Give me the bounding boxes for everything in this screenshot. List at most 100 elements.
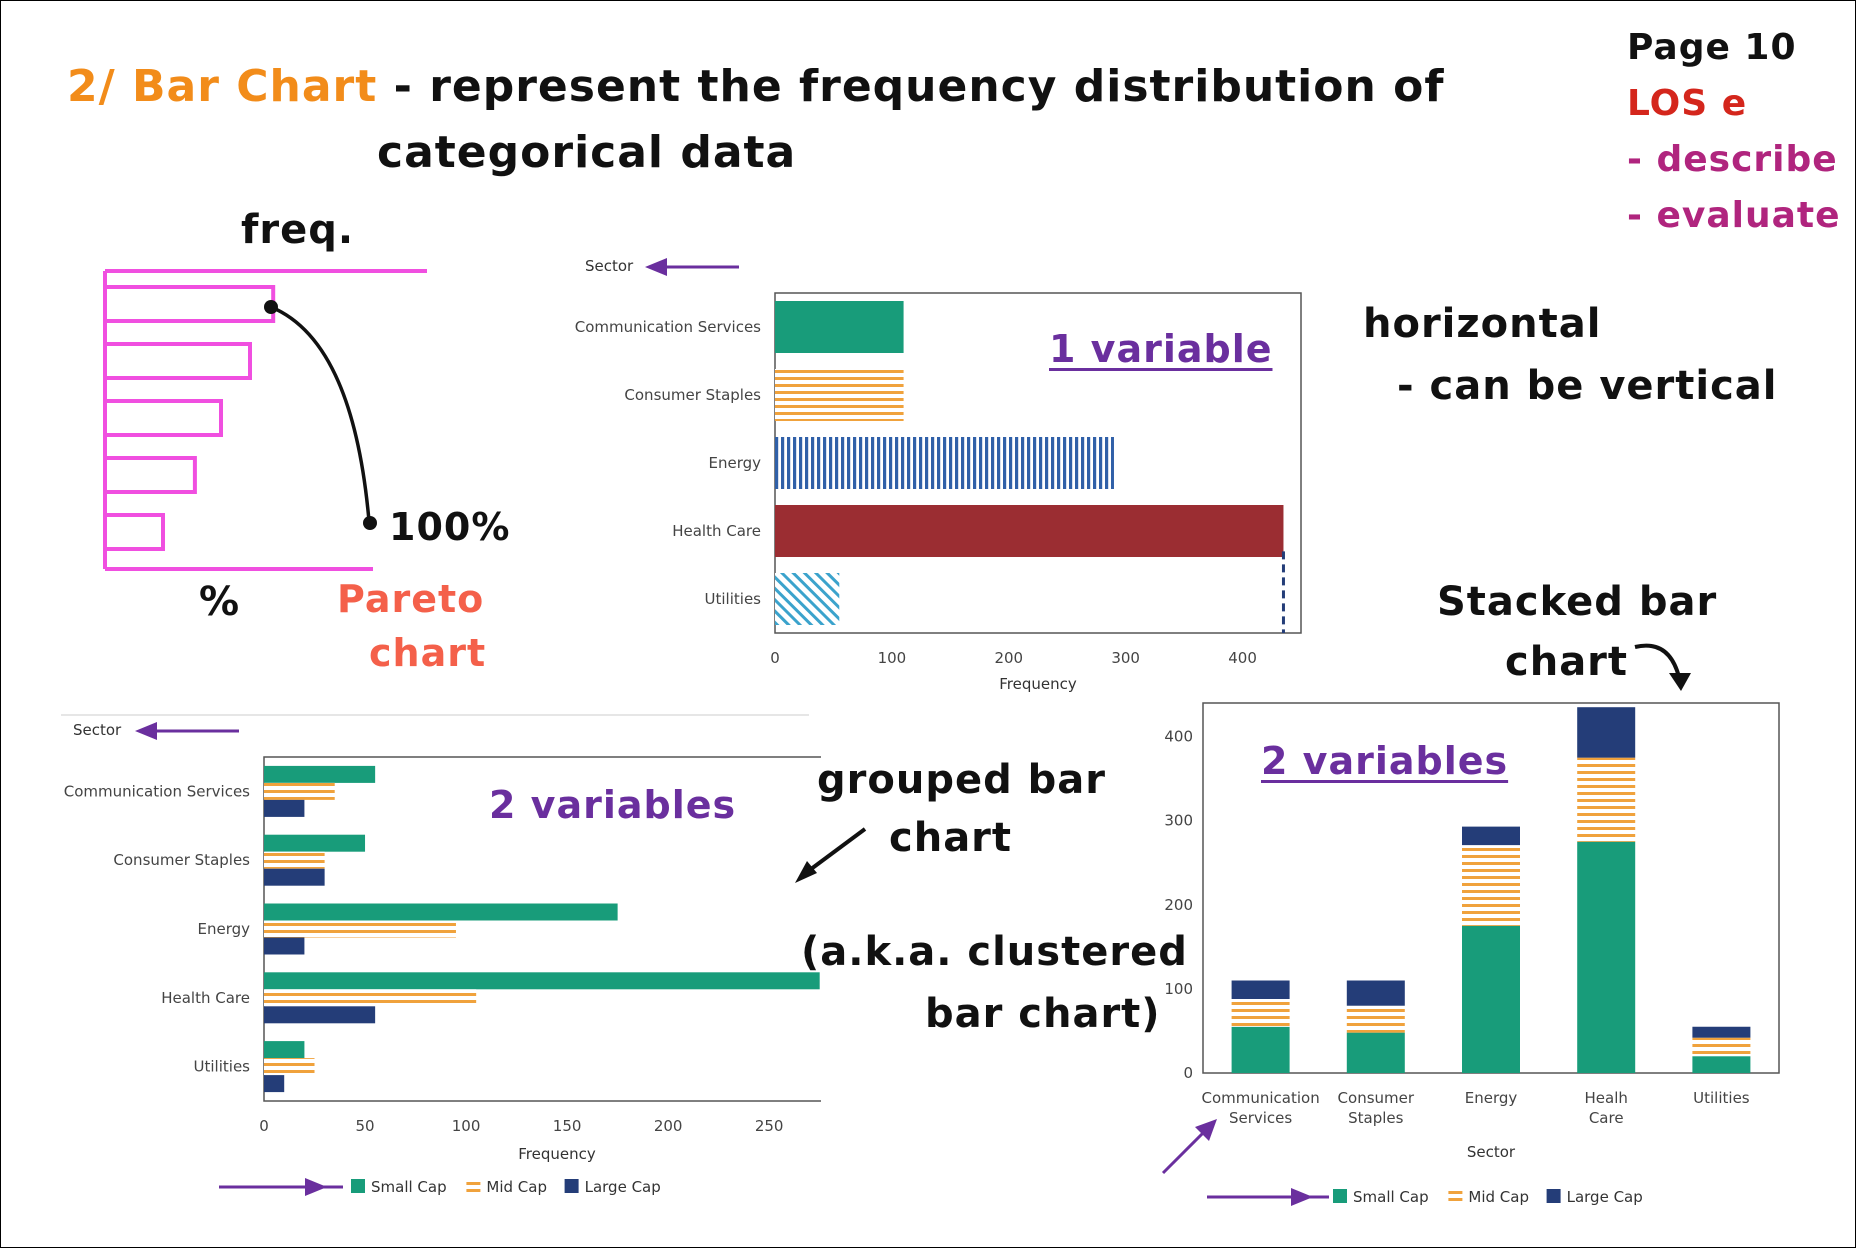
legend-label: Large Cap	[585, 1178, 661, 1196]
bar	[264, 1075, 285, 1093]
category-label: Consumer Staples	[113, 851, 250, 869]
two-variables-stacked-note: 2 variables	[1261, 739, 1509, 783]
legend-swatch	[1546, 1189, 1561, 1203]
x-tick-label: 0	[770, 649, 780, 667]
bar	[264, 1041, 305, 1059]
bar	[264, 972, 820, 990]
page-number: Page 10	[1627, 27, 1797, 68]
bar-segment	[1577, 841, 1636, 1073]
y-tick-label: 200	[1164, 896, 1193, 914]
x-tick-label: 200	[994, 649, 1023, 667]
legend-swatch	[564, 1179, 579, 1193]
category-label: Health Care	[161, 989, 250, 1007]
sketch-bar	[103, 399, 223, 437]
stacked-note-1: Stacked bar	[1437, 579, 1718, 625]
pareto-start-dot	[264, 300, 278, 314]
bar	[264, 834, 366, 852]
bar-segment	[1231, 1026, 1290, 1073]
category-arrow	[1161, 1125, 1211, 1175]
sketch-bar	[103, 513, 165, 551]
bar	[775, 301, 904, 353]
bar	[264, 1058, 315, 1076]
aka-note-1: (a.k.a. clustered	[801, 929, 1188, 975]
legend-label: Mid Cap	[486, 1178, 547, 1196]
grouped-arrow-icon	[795, 827, 867, 883]
bar-segment	[1462, 845, 1520, 926]
bar	[264, 851, 325, 869]
horizontal-note: horizontal	[1363, 301, 1602, 347]
category-label: Energy	[708, 454, 761, 472]
x-tick-label: 250	[755, 1117, 784, 1135]
freq-label: freq.	[241, 207, 355, 253]
bar	[775, 369, 904, 421]
title-line-2: categorical data	[377, 127, 797, 178]
pareto-label-2: chart	[369, 631, 487, 675]
stacked-note-2: chart	[1505, 639, 1629, 685]
legend-swatch	[1448, 1189, 1463, 1203]
legend-arrow-head	[1291, 1188, 1313, 1206]
page-title: 2/ Bar Chart - represent the frequency d…	[67, 61, 1445, 112]
x-tick-label: 300	[1111, 649, 1140, 667]
bar	[264, 868, 325, 886]
los-label: LOS e	[1627, 83, 1748, 124]
grouped-note-2: chart	[889, 815, 1013, 861]
x-tick-label: 400	[1228, 649, 1257, 667]
chart-grouped: Sector Communication Services Consumer Sta…	[61, 714, 821, 1196]
one-variable-note: 1 variable	[1049, 327, 1273, 371]
y-tick-label: 300	[1164, 812, 1193, 830]
legend-label: Mid Cap	[1468, 1188, 1529, 1206]
bar-segment	[1577, 707, 1636, 758]
legend-swatch	[466, 1179, 481, 1193]
percent-label: %	[199, 579, 241, 625]
bar	[264, 765, 376, 783]
pareto-end-dot	[363, 516, 377, 530]
bar-segment	[1692, 1056, 1751, 1073]
bar-segment	[1577, 757, 1636, 842]
category-label: Communication Services	[64, 782, 250, 800]
sector-arrow-head	[645, 258, 667, 276]
bar	[264, 799, 305, 817]
two-variables-grouped-note: 2 variables	[489, 783, 737, 827]
category-label: Communication Services	[575, 318, 761, 336]
category-label: Healh	[1585, 1089, 1628, 1107]
category-label: Staples	[1348, 1109, 1404, 1127]
chart-stacked: 0 100 200 300 400 Communication Services Consum…	[1161, 702, 1780, 1206]
x-tick-label: 0	[259, 1117, 269, 1135]
legend-label: Small Cap	[1353, 1188, 1429, 1206]
title-number: 2/ Bar Chart	[67, 61, 378, 112]
y-tick-label: 0	[1183, 1064, 1193, 1082]
legend-swatch	[1333, 1189, 1347, 1203]
bar	[264, 1006, 376, 1024]
bar-segment	[1462, 826, 1520, 846]
x-tick-label: 100	[452, 1117, 481, 1135]
x-tick-label: 50	[355, 1117, 374, 1135]
y-tick-label: 100	[1164, 980, 1193, 998]
title-rest: - represent the frequency distribution o…	[377, 61, 1445, 112]
y-tick-label: 400	[1164, 728, 1193, 746]
bar-segment	[1346, 1005, 1405, 1033]
aka-note-2: bar chart)	[925, 991, 1161, 1037]
legend-arrow-head	[305, 1178, 327, 1196]
stacked-arrow-icon	[1634, 643, 1691, 691]
category-label: Services	[1229, 1109, 1292, 1127]
bar-segment	[1462, 925, 1520, 1073]
category-label: Care	[1589, 1109, 1624, 1127]
x-tick-label: 150	[553, 1117, 582, 1135]
category-arrow-head	[1195, 1119, 1217, 1141]
bar-segment	[1231, 980, 1290, 999]
category-label: Health Care	[672, 522, 761, 540]
legend-swatch	[351, 1179, 365, 1193]
bar	[264, 989, 477, 1007]
category-label: Communication	[1201, 1089, 1319, 1107]
category-label: Energy	[1465, 1089, 1518, 1107]
y-axis-title: Sector	[585, 257, 634, 275]
evaluate-label: - evaluate	[1627, 195, 1841, 236]
bar-segment	[1346, 980, 1405, 1006]
bar	[264, 782, 335, 800]
describe-label: - describe	[1627, 139, 1838, 180]
sector-arrow-head	[135, 722, 157, 740]
bar	[264, 937, 305, 955]
can-be-vertical-note: - can be vertical	[1397, 363, 1778, 409]
bar-segment	[1692, 1026, 1751, 1038]
